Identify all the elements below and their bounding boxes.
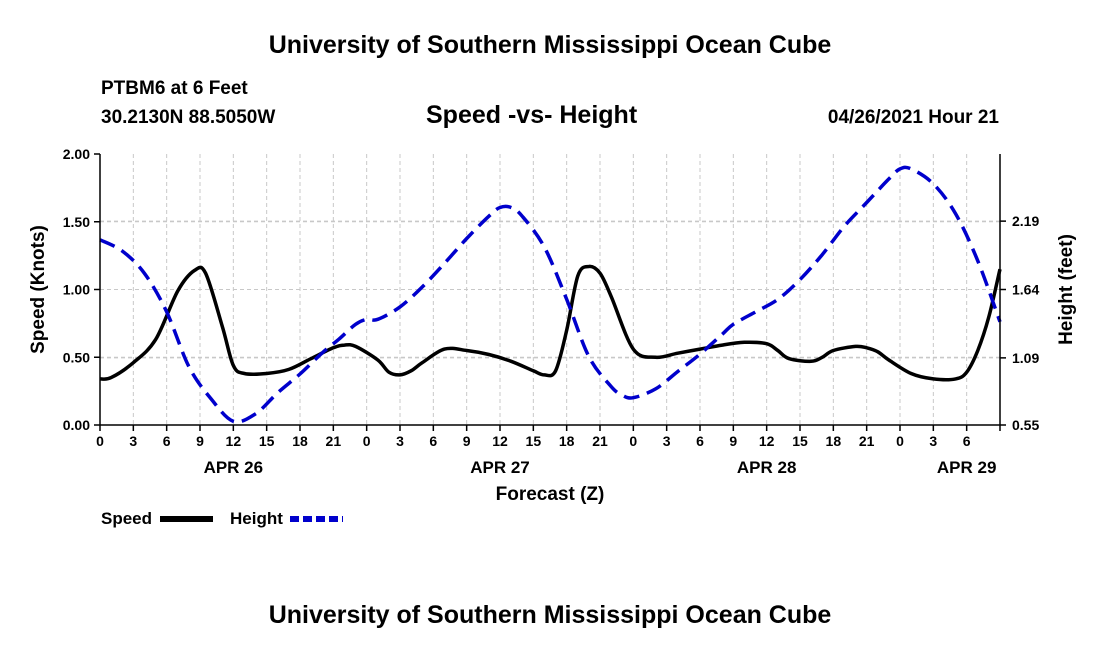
legend-height-label: Height (230, 509, 283, 528)
y-tick-label: 0.50 (63, 349, 90, 365)
grid (100, 154, 1000, 425)
y2-axis-title: Height (feet) (1056, 234, 1077, 345)
date-tick-label: APR 28 (737, 458, 797, 477)
x-tick-label: 9 (196, 433, 204, 449)
x-tick-label: 3 (929, 433, 937, 449)
y-tick-label: 0.00 (63, 417, 90, 433)
x-tick-label: 0 (629, 433, 637, 449)
date-label: 04/26/2021 Hour 21 (827, 107, 999, 128)
x-tick-label: 21 (859, 433, 875, 449)
footer-title: University of Southern Mississippi Ocean… (268, 601, 832, 629)
legend-speed-line (160, 516, 213, 522)
date-tick-label: APR 26 (204, 458, 264, 477)
x-tick-label: 3 (129, 433, 137, 449)
coordinates-label: 30.2130N 88.5050W (101, 107, 276, 128)
y-tick-label: 2.00 (63, 146, 90, 162)
x-tick-label: 18 (292, 433, 308, 449)
x-tick-label: 6 (429, 433, 437, 449)
station-label: PTBM6 at 6 Feet (101, 78, 248, 99)
y-tick-label: 1.50 (63, 214, 90, 230)
x-tick-label: 15 (526, 433, 542, 449)
speed-height-chart: 0 3 6 9 12 15 18 21 0 3 6 9 12 15 18 21 0 3 6 9 12 15 18 21 0 3 6 0… (28, 146, 1077, 505)
height-series-line (99, 165, 1002, 424)
x-tick-label: 21 (592, 433, 608, 449)
x-tick-label: 6 (696, 433, 704, 449)
x-tick-label: 12 (759, 433, 775, 449)
date-tick-label: APR 29 (937, 458, 997, 477)
x-tick-label: 9 (463, 433, 471, 449)
x-tick-label: 0 (96, 433, 104, 449)
tick-layer (94, 153, 1006, 431)
y-tick-label: 1.00 (63, 282, 90, 298)
x-tick-label: 15 (259, 433, 275, 449)
y-axis-title: Speed (Knots) (28, 225, 49, 354)
x-tick-label: 12 (492, 433, 508, 449)
x-tick-label: 6 (163, 433, 171, 449)
legend-speed-label: Speed (101, 509, 153, 528)
x-tick-label: 9 (729, 433, 737, 449)
y2-tick-label: 0.55 (1012, 417, 1039, 433)
x-tick-label: 0 (363, 433, 371, 449)
chart-title: Speed -vs- Height (426, 101, 638, 129)
x-tick-label: 3 (396, 433, 404, 449)
y2-tick-label: 1.09 (1012, 350, 1039, 366)
series-layer (99, 165, 1002, 424)
y2-tick-label: 2.19 (1012, 213, 1039, 229)
x-tick-label: 6 (963, 433, 971, 449)
x-tick-label: 3 (663, 433, 671, 449)
x-axis-title: Forecast (Z) (496, 484, 605, 505)
y2-tick-label: 1.64 (1012, 282, 1039, 298)
legend-height-line (290, 516, 343, 522)
x-tick-label: 0 (896, 433, 904, 449)
x-tick-label: 18 (559, 433, 575, 449)
speed-series-line (99, 264, 1002, 382)
date-tick-label: APR 27 (470, 458, 530, 477)
x-tick-label: 21 (326, 433, 342, 449)
x-tick-label: 18 (826, 433, 842, 449)
label-layer: 0 3 6 9 12 15 18 21 0 3 6 9 12 15 18 21 0 3 6 9 12 15 18 21 0 3 6 0… (28, 146, 1077, 505)
x-tick-label: 15 (792, 433, 808, 449)
x-tick-label: 12 (226, 433, 242, 449)
page-title: University of Southern Mississippi Ocean… (268, 31, 832, 59)
